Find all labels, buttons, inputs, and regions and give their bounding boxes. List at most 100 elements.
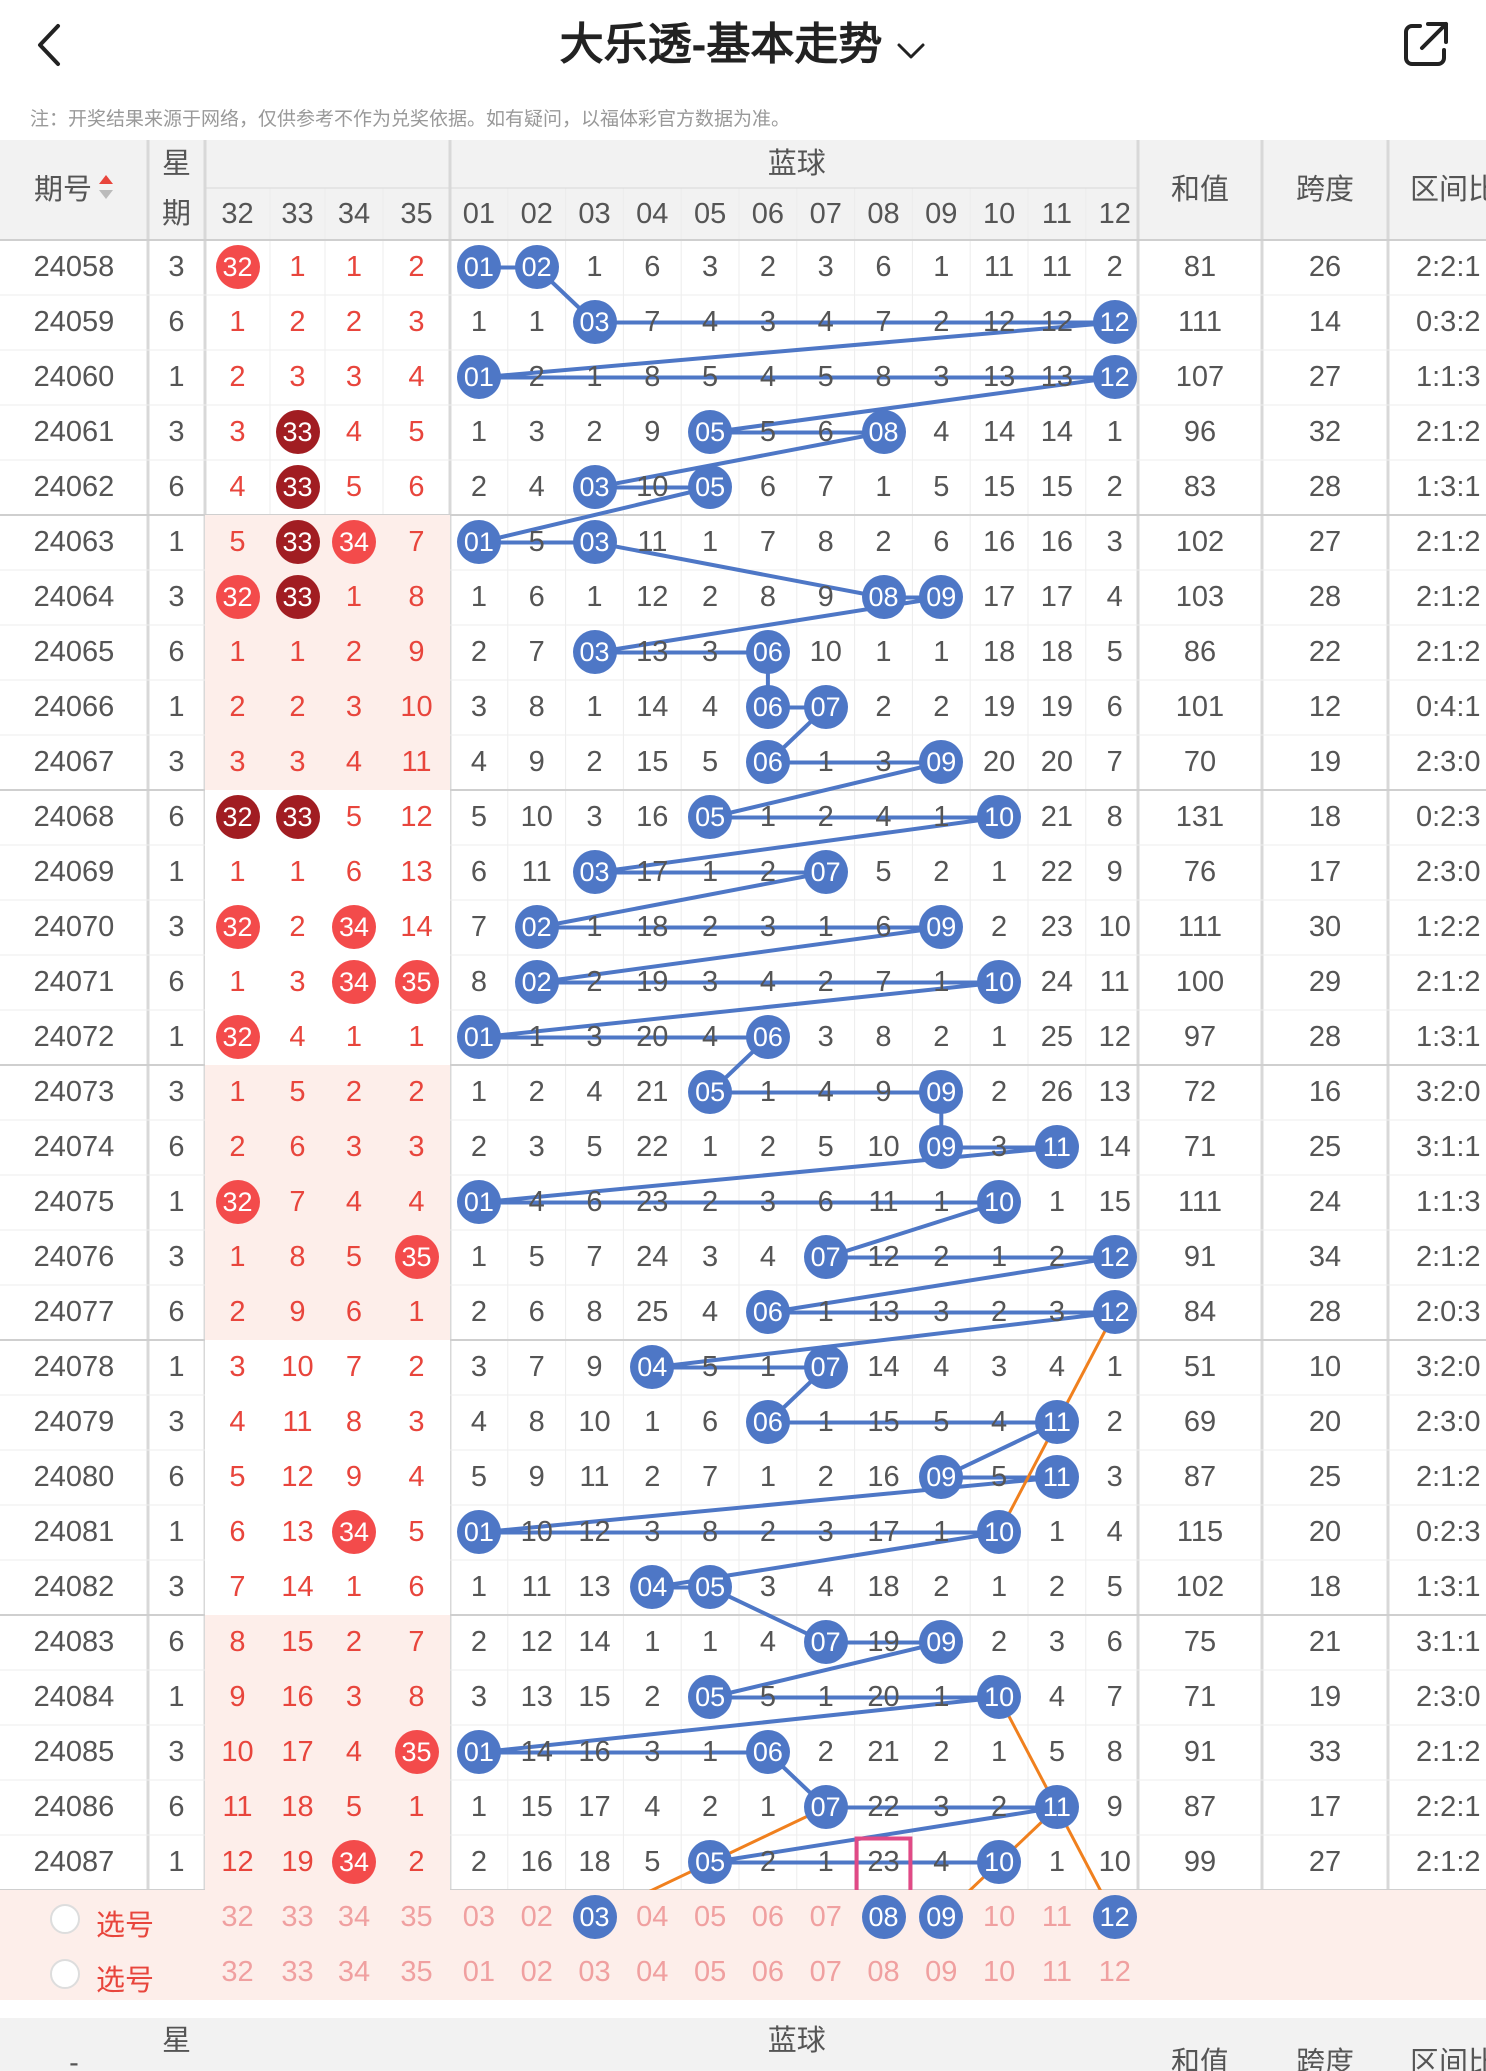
pick-blue-number[interactable]: 04 xyxy=(636,1956,669,1988)
pick-row-label[interactable]: 选号 xyxy=(96,1910,155,1942)
red-missing-count: 5 xyxy=(345,1791,363,1823)
ratio-value: 2:1:2 xyxy=(1416,966,1481,998)
blue-missing-count: 4 xyxy=(470,1406,487,1438)
red-missing-count: 2 xyxy=(345,1076,363,1108)
red-ball: 33 xyxy=(275,465,320,509)
pick-blue-number[interactable]: 02 xyxy=(520,1956,553,1988)
blue-missing-count: 1 xyxy=(1106,1351,1123,1383)
red-missing-count: 19 xyxy=(281,1846,314,1878)
blue-missing-count: 5 xyxy=(702,746,719,778)
red-ball: 34 xyxy=(332,520,376,564)
red-ball: 32 xyxy=(215,795,260,839)
blue-missing-count: 3 xyxy=(644,1516,661,1548)
pick-blue-number[interactable]: 06 xyxy=(751,1901,785,1933)
issue-number: 24059 xyxy=(33,306,115,338)
blue-missing-count: 19 xyxy=(1040,691,1074,723)
sum-value: 96 xyxy=(1183,416,1217,448)
blue-missing-count: 4 xyxy=(702,1021,719,1053)
span-header: 跨度 xyxy=(1295,173,1354,206)
red-area-shade xyxy=(205,1395,450,1450)
red-ball: 34 xyxy=(332,905,376,949)
blue-ball: 05 xyxy=(688,795,733,839)
pick-blue-number[interactable]: 02 xyxy=(520,1901,553,1933)
blue-missing-count: 1 xyxy=(875,471,892,503)
blue-missing-count: 6 xyxy=(528,581,545,613)
pick-blue-number[interactable]: 10 xyxy=(982,1956,1016,1988)
pick-blue-number[interactable]: 10 xyxy=(982,1901,1016,1933)
red-ball: 35 xyxy=(394,960,439,1004)
pick-row-label[interactable]: 选号 xyxy=(96,1965,155,1997)
span-value: 16 xyxy=(1308,1076,1342,1108)
ratio-value: 2:1:2 xyxy=(1416,1736,1481,1768)
pick-blue-number[interactable]: 08 xyxy=(867,1956,900,1988)
blue-ball: 12 xyxy=(1092,355,1137,399)
blue-missing-count: 10 xyxy=(1098,911,1131,943)
blue-missing-count: 3 xyxy=(759,1186,776,1218)
pick-blue-number[interactable]: 09 xyxy=(925,1956,958,1988)
blue-ball: 05 xyxy=(688,1840,733,1884)
blue-missing-count: 3 xyxy=(586,1021,603,1053)
ratio-value: 2:0:3 xyxy=(1416,1296,1481,1328)
blue-missing-count: 3 xyxy=(991,1351,1008,1383)
red-missing-count: 3 xyxy=(408,1406,425,1438)
weekday: 1 xyxy=(168,1846,185,1878)
pick-selected-ball[interactable]: 12 xyxy=(1092,1895,1137,1939)
blue-missing-count: 1 xyxy=(702,1626,719,1658)
page-title-dropdown[interactable]: 大乐透-基本走势 xyxy=(0,18,1486,74)
pick-radio[interactable] xyxy=(50,1904,80,1934)
back-button[interactable] xyxy=(28,18,76,72)
red-ball: 33 xyxy=(275,795,320,839)
red-missing-count: 7 xyxy=(229,1571,246,1603)
blue-missing-count: 2 xyxy=(1048,1241,1065,1273)
red-missing-count: 3 xyxy=(289,746,306,778)
pick-blue-number[interactable]: 11 xyxy=(1041,1901,1072,1933)
blue-missing-count: 23 xyxy=(1040,911,1074,943)
blue-ball: 12 xyxy=(1092,1290,1137,1334)
red-missing-count: 8 xyxy=(408,581,425,613)
blue-missing-count: 9 xyxy=(528,746,545,778)
blue-ball: 09 xyxy=(919,1620,964,1664)
blue-missing-count: 13 xyxy=(982,361,1016,393)
red-missing-count: 2 xyxy=(345,306,363,338)
pick-blue-number[interactable]: 05 xyxy=(693,1956,727,1988)
pick-blue-number[interactable]: 03 xyxy=(462,1901,496,1933)
blue-missing-count: 2 xyxy=(991,1296,1008,1328)
share-button[interactable] xyxy=(1398,18,1452,72)
pick-blue-number[interactable]: 04 xyxy=(636,1901,669,1933)
sort-icon[interactable] xyxy=(98,173,114,207)
blue-missing-count: 3 xyxy=(1048,1626,1065,1658)
column-issue-header[interactable]: 期号 xyxy=(0,140,148,240)
pick-blue-number[interactable]: 03 xyxy=(578,1956,611,1988)
pick-blue-number[interactable]: 07 xyxy=(809,1901,842,1933)
red-missing-count: 10 xyxy=(281,1351,314,1383)
pick-selected-ball[interactable]: 09 xyxy=(919,1895,964,1939)
pick-blue-number[interactable]: 07 xyxy=(809,1956,842,1988)
pick-blue-number[interactable]: 01 xyxy=(462,1956,496,1988)
blue-missing-count: 15 xyxy=(982,471,1016,503)
red-missing-count: 1 xyxy=(289,856,306,888)
pick-selected-ball[interactable]: 08 xyxy=(861,1895,906,1939)
blue-missing-count: 26 xyxy=(1040,1076,1074,1108)
footer-blue-column-header: 12 xyxy=(1086,2064,1144,2071)
blue-missing-count: 7 xyxy=(702,1461,719,1493)
blue-missing-count: 23 xyxy=(867,1846,900,1878)
weekday: 6 xyxy=(168,966,185,998)
pick-blue-number[interactable]: 11 xyxy=(1041,1956,1072,1988)
pick-selected-ball[interactable]: 03 xyxy=(572,1895,617,1939)
red-ball: 32 xyxy=(215,245,260,289)
sum-value: 87 xyxy=(1183,1791,1217,1823)
blue-missing-count: 3 xyxy=(470,691,487,723)
red-ball: 33 xyxy=(275,520,320,564)
pick-blue-number[interactable]: 05 xyxy=(693,1901,727,1933)
pick-blue-number[interactable]: 12 xyxy=(1098,1956,1131,1988)
weekday: 3 xyxy=(168,1571,185,1603)
blue-missing-count: 1 xyxy=(817,746,834,778)
blue-missing-count: 22 xyxy=(636,1131,669,1163)
pick-blue-number[interactable]: 06 xyxy=(751,1956,785,1988)
footer-blue-column-header: 03 xyxy=(566,2064,624,2071)
red-missing-count: 3 xyxy=(229,416,246,448)
blue-missing-count: 5 xyxy=(1106,1571,1123,1603)
red-missing-count: 4 xyxy=(408,1461,425,1493)
blue-missing-count: 18 xyxy=(982,636,1016,668)
pick-radio[interactable] xyxy=(50,1959,80,1989)
